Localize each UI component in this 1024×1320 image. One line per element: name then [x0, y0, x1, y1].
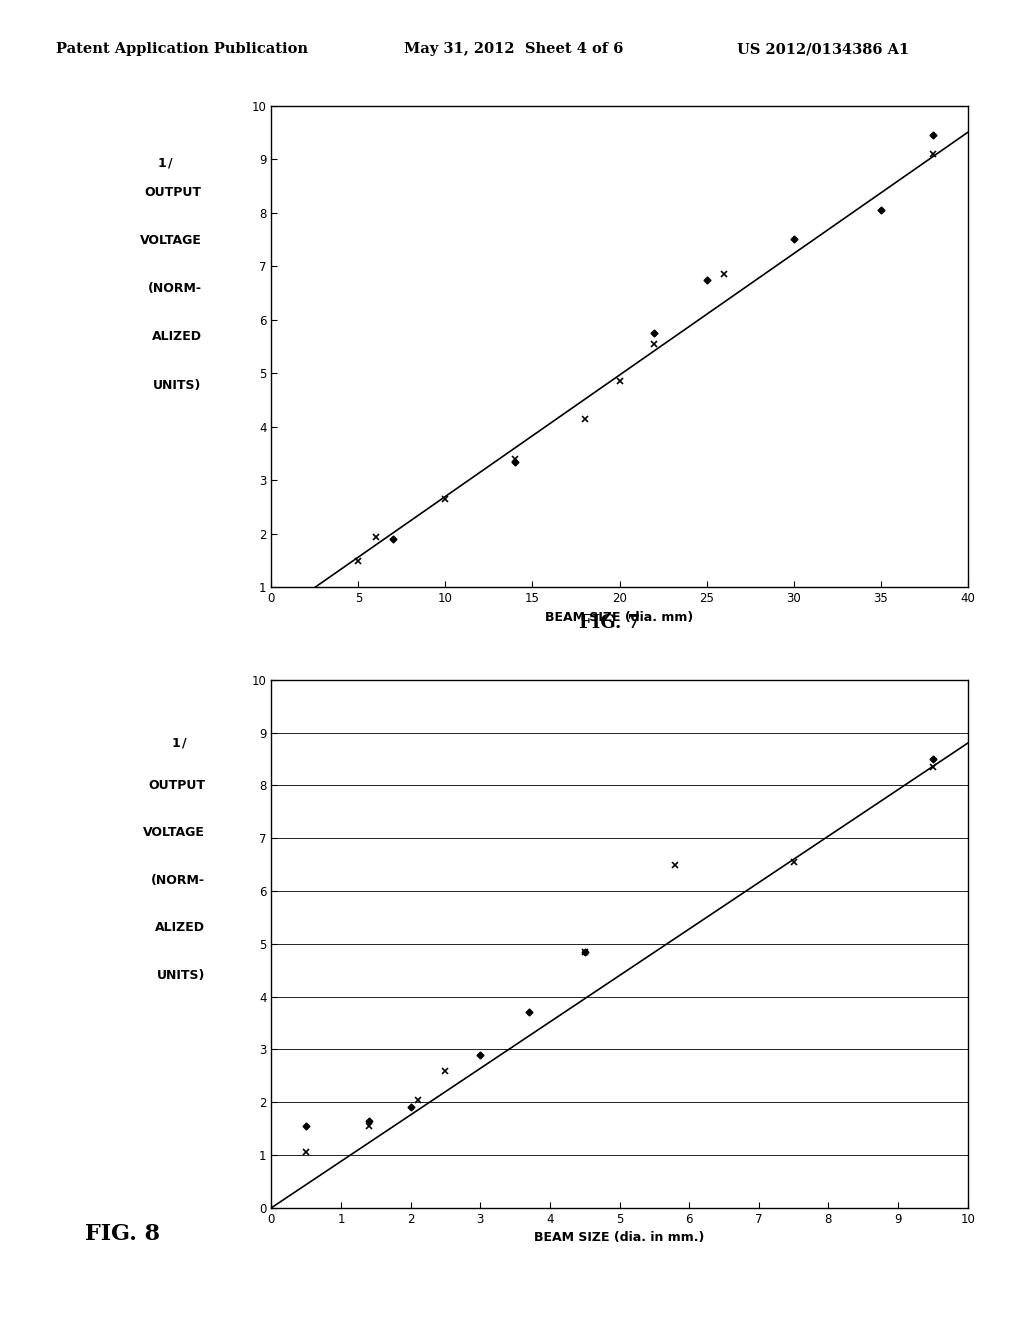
Text: (NORM-: (NORM- — [152, 874, 205, 887]
Text: OUTPUT: OUTPUT — [148, 779, 205, 792]
Text: FIG. 7: FIG. 7 — [579, 614, 640, 632]
Text: VOLTAGE: VOLTAGE — [143, 826, 205, 840]
X-axis label: BEAM SIZE (dia. in mm.): BEAM SIZE (dia. in mm.) — [535, 1232, 705, 1245]
Text: 1$\,$/: 1$\,$/ — [171, 737, 187, 750]
Text: FIG. 8: FIG. 8 — [85, 1224, 161, 1245]
Text: VOLTAGE: VOLTAGE — [140, 234, 202, 247]
Text: May 31, 2012  Sheet 4 of 6: May 31, 2012 Sheet 4 of 6 — [404, 42, 624, 57]
Text: UNITS): UNITS) — [154, 379, 202, 392]
X-axis label: BEAM SIZE (dia. mm): BEAM SIZE (dia. mm) — [546, 611, 693, 624]
Text: ALIZED: ALIZED — [152, 330, 202, 343]
Text: US 2012/0134386 A1: US 2012/0134386 A1 — [737, 42, 909, 57]
Text: 1$\,$/: 1$\,$/ — [157, 156, 174, 170]
Text: ALIZED: ALIZED — [156, 921, 205, 935]
Text: OUTPUT: OUTPUT — [144, 186, 202, 199]
Text: (NORM-: (NORM- — [147, 282, 202, 296]
Text: Patent Application Publication: Patent Application Publication — [56, 42, 308, 57]
Text: UNITS): UNITS) — [157, 969, 205, 982]
